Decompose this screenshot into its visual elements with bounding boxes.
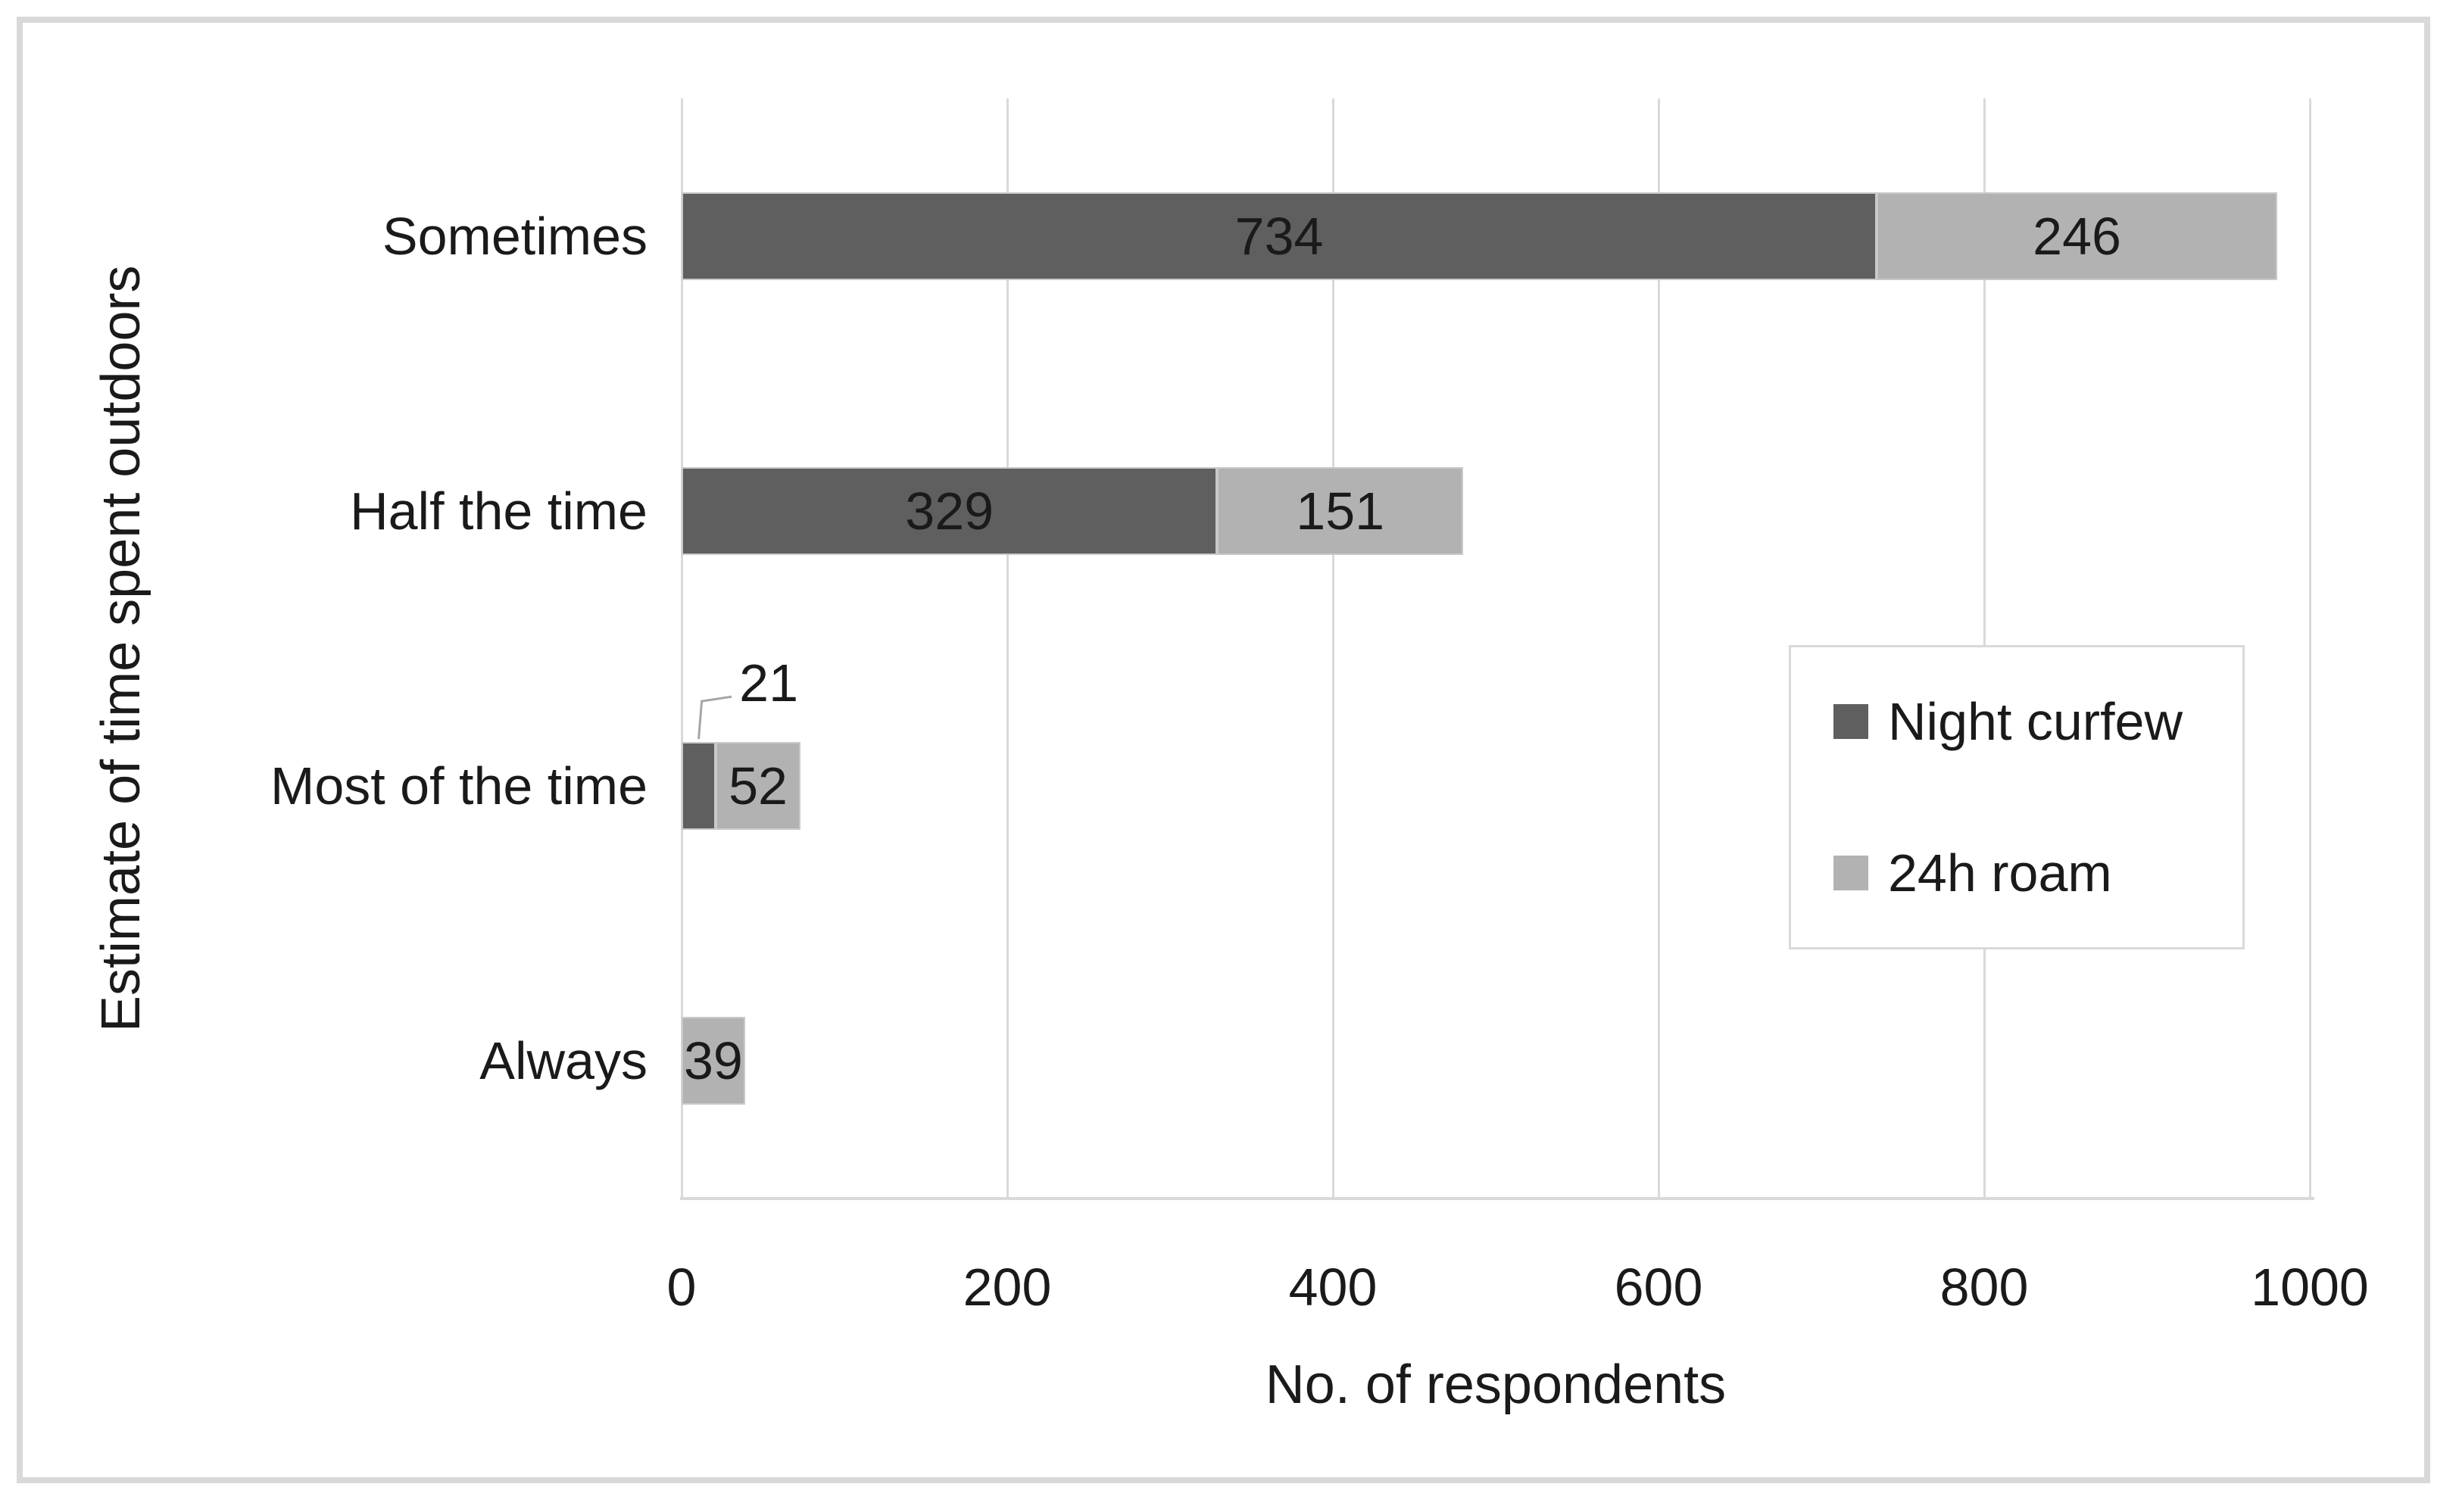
gridline [1006,98,1009,1199]
bar-segment-night-curfew [682,192,1877,280]
x-axis-tick-label: 200 [963,1258,1052,1317]
gridline [2308,98,2311,1199]
legend: Night curfew 24h roam [1789,645,2245,949]
bar-segment-24h-roam [716,742,800,831]
legend-swatch-24h-roam [1833,856,1868,890]
bar-segment-24h-roam [1877,192,2277,280]
x-axis-tick-label: 600 [1614,1258,1703,1317]
category-label: Always [479,1031,648,1091]
gridline [680,98,683,1199]
legend-swatch-night-curfew [1833,704,1868,739]
callout-leader-line [697,695,732,740]
x-axis-line [680,1197,2314,1200]
bar-segment-24h-roam [682,1017,745,1105]
x-axis-tick-label: 800 [1939,1258,2029,1317]
category-label: Most of the time [270,756,648,816]
x-axis-tick-label: 400 [1288,1258,1378,1317]
plot-area: 734 246 329 151 21 52 39 [680,98,2314,1200]
bar-value-label: 246 [2033,206,2121,266]
gridline [1331,98,1334,1199]
legend-label: Night curfew [1888,692,2183,751]
bar-value-label: 734 [1234,206,1324,266]
legend-item: 24h roam [1833,843,2227,903]
bar-value-label: 39 [683,1031,743,1091]
legend-label: 24h roam [1888,843,2112,903]
bar-value-label: 329 [905,481,994,541]
bar-segment-night-curfew [682,466,1218,555]
gridline [1657,98,1660,1199]
figure-border [17,17,2430,1483]
bar-value-label: 151 [1296,481,1385,541]
bar-segment-24h-roam [1217,466,1463,555]
category-label: Half the time [350,481,648,541]
bar-value-label: 52 [729,756,788,816]
category-label: Sometimes [382,206,648,266]
x-axis-title: No. of respondents [1265,1355,1727,1415]
x-axis-tick-label: 0 [666,1258,697,1317]
bar-segment-night-curfew [682,742,716,831]
legend-item: Night curfew [1833,691,2227,752]
x-axis-tick-label: 1000 [2251,1258,2369,1317]
bar-value-callout-label: 21 [739,653,799,713]
